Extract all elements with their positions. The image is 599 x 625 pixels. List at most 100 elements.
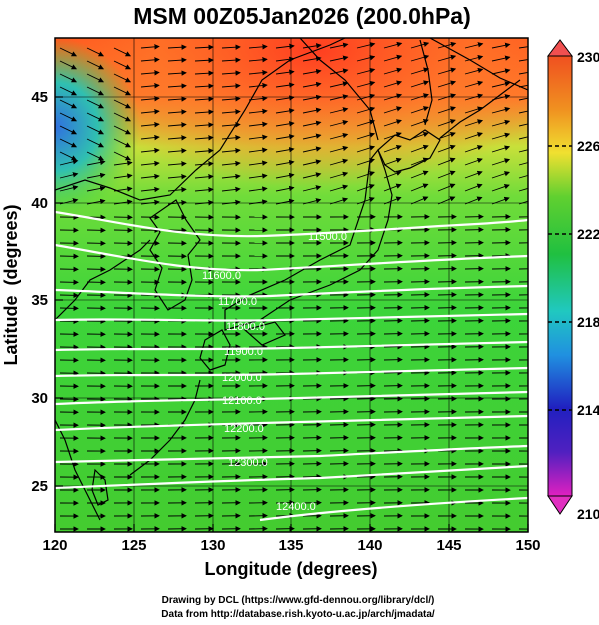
- wind-arrow: [383, 144, 402, 153]
- wind-arrow: [167, 174, 187, 180]
- wind-arrow: [491, 106, 511, 114]
- wind-arrow: [194, 174, 214, 180]
- x-tick-label: 135: [278, 537, 303, 554]
- wind-arrow: [356, 119, 376, 127]
- x-axis-ticks: 120 125 130 135 140 145 150: [42, 537, 540, 554]
- wind-arrow: [113, 199, 133, 205]
- wind-arrow: [221, 83, 241, 89]
- contour-line-5: [55, 340, 528, 352]
- wind-arrow: [167, 57, 187, 63]
- wind-arrow: [194, 135, 214, 141]
- wind-arrow: [329, 158, 349, 166]
- wind-arrow: [356, 93, 376, 101]
- wind-arrow: [464, 93, 484, 101]
- wind-arrow: [59, 125, 78, 135]
- wind-arrow: [221, 186, 241, 193]
- wind-arrow: [410, 183, 429, 192]
- wind-arrow: [194, 70, 214, 76]
- y-tick-label: 35: [31, 292, 48, 309]
- wind-arrow: [491, 145, 511, 153]
- wind-arrow: [383, 106, 402, 114]
- wind-arrow: [194, 96, 214, 102]
- wind-arrow: [113, 173, 133, 179]
- wind-arrow: [329, 145, 349, 153]
- wind-arrow: [86, 99, 105, 109]
- wind-arrow: [140, 186, 160, 193]
- wind-arrow: [167, 96, 187, 102]
- wind-arrow: [86, 159, 106, 166]
- colorbar-tick-label: 214: [577, 402, 599, 418]
- wind-arrow: [383, 157, 402, 166]
- wind-arrow: [383, 67, 403, 75]
- wind-arrow: [410, 67, 430, 75]
- wind-arrow: [194, 199, 214, 206]
- wind-arrow: [383, 170, 402, 179]
- wind-arrow: [167, 122, 187, 128]
- wind-arrow: [491, 171, 510, 179]
- wind-arrow: [113, 86, 132, 96]
- wind-arrow: [113, 186, 133, 192]
- coast-honshu: [224, 148, 393, 331]
- wind-arrow: [383, 132, 402, 140]
- wind-arrow: [86, 138, 105, 148]
- wind-arrow: [140, 134, 160, 141]
- wind-arrow: [302, 94, 322, 101]
- colorbar-dashes: [548, 145, 572, 411]
- wind-arrow: [59, 151, 78, 161]
- coast-ryukyu: [129, 379, 201, 476]
- contour-label: 12300.0: [228, 457, 268, 469]
- contour-line-4: [55, 312, 528, 322]
- credit-data: Data from http://database.rish.kyoto-u.a…: [161, 609, 435, 620]
- wind-arrow: [437, 119, 456, 127]
- wind-arrow: [221, 57, 241, 63]
- wind-arrow: [491, 132, 511, 140]
- wind-arrow: [383, 41, 403, 49]
- wind-arrow: [410, 41, 430, 49]
- wind-arrow: [221, 122, 241, 128]
- contour-label: 12400.0: [276, 501, 316, 513]
- wind-arrow: [86, 198, 106, 205]
- wind-arrow: [410, 80, 430, 88]
- wind-arrow: [113, 112, 132, 122]
- wind-arrow: [302, 198, 322, 205]
- coast-shikoku: [243, 321, 286, 346]
- colorbar-top-triangle: [547, 39, 573, 57]
- wind-arrow: [491, 55, 511, 62]
- wind-arrow: [248, 199, 268, 205]
- wind-arrow: [410, 131, 429, 140]
- wind-arrow: [275, 95, 295, 101]
- wind-arrow: [248, 134, 268, 140]
- wind-arrow: [410, 170, 429, 179]
- wind-arrow: [167, 199, 187, 206]
- wind-arrow: [275, 159, 295, 166]
- y-axis-label: Latitude (degrees): [1, 204, 21, 365]
- wind-arrow: [491, 119, 511, 127]
- wind-arrow: [248, 57, 268, 63]
- wind-arrow: [464, 42, 484, 49]
- wind-arrow: [491, 42, 511, 49]
- wind-arrow: [86, 172, 106, 179]
- colorbar-tick-label: 210: [577, 506, 599, 522]
- wind-arrow: [248, 69, 268, 76]
- wind-arrow: [140, 199, 160, 206]
- wind-arrow: [464, 80, 484, 88]
- wind-arrow: [113, 60, 132, 70]
- wind-arrow: [329, 55, 349, 62]
- wind-arrow: [302, 159, 322, 166]
- wind-arrow: [464, 119, 484, 127]
- wind-arrow: [464, 145, 483, 153]
- y-tick-label: 25: [31, 478, 48, 495]
- wind-arrow: [275, 185, 295, 192]
- wind-arrow: [113, 47, 132, 57]
- x-tick-label: 120: [42, 537, 67, 554]
- map-title: MSM 00Z05Jan2026 (200.0hPa): [133, 3, 471, 29]
- colorbar-tick-label: 222: [577, 226, 599, 242]
- colorbar-tick-label: 230: [577, 49, 599, 65]
- wind-arrow: [329, 81, 349, 88]
- wind-arrow: [302, 56, 322, 62]
- wind-arrow: [275, 121, 295, 127]
- wind-arrow: [410, 144, 429, 153]
- contour-label: 12000.0: [222, 372, 262, 384]
- wind-arrow: [113, 125, 132, 135]
